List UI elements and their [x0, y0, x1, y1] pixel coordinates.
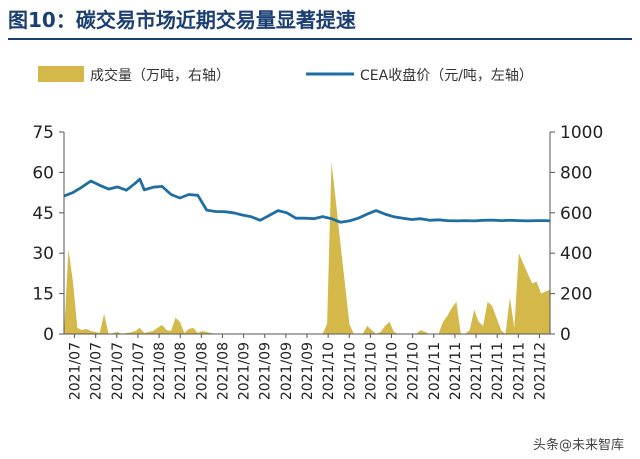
x-tick-label: 2021/07 — [131, 342, 147, 400]
x-tick-label: 2021/11 — [448, 342, 464, 400]
x-tick-label: 2021/08 — [152, 342, 168, 400]
x-tick-label: 2021/10 — [406, 342, 422, 400]
x-tick-label: 2021/08 — [194, 342, 210, 400]
x-tick-label: 2021/08 — [215, 342, 231, 400]
left-tick-label: 30 — [32, 244, 54, 264]
right-tick-label: 1000 — [560, 123, 603, 143]
right-tick-label: 400 — [560, 244, 592, 264]
x-tick-label: 2021/08 — [173, 342, 189, 400]
x-tick-label: 2021/12 — [532, 342, 548, 400]
x-tick-label: 2021/10 — [363, 342, 379, 400]
x-tick-label: 2021/07 — [89, 342, 105, 400]
x-tick-label: 2021/10 — [321, 342, 337, 400]
x-tick-label: 2021/11 — [427, 342, 443, 400]
legend-label-volume: 成交量（万吨，右轴） — [90, 67, 230, 84]
x-tick-label: 2021/07 — [110, 342, 126, 400]
title-underline — [8, 38, 632, 40]
watermark-text: 头条@未来智库 — [532, 438, 624, 453]
right-tick-label: 200 — [560, 285, 592, 305]
left-tick-label: 15 — [32, 285, 54, 305]
right-tick-label: 600 — [560, 204, 592, 224]
x-tick-label: 2021/09 — [237, 342, 253, 400]
x-tick-label: 2021/11 — [469, 342, 485, 400]
x-tick-label: 2021/07 — [68, 342, 84, 400]
left-tick-label: 45 — [32, 204, 54, 224]
chart-title: 图10：碳交易市场近期交易量显著提速 — [8, 8, 356, 32]
x-tick-label: 2021/11 — [511, 342, 527, 400]
left-tick-label: 0 — [43, 325, 54, 345]
right-tick-label: 800 — [560, 163, 592, 183]
x-tick-label: 2021/11 — [490, 342, 506, 400]
legend-label-price: CEA收盘价（元/吨，左轴） — [360, 67, 533, 84]
x-tick-label: 2021/09 — [279, 342, 295, 400]
volume-area — [64, 162, 550, 334]
legend-swatch-volume — [38, 66, 84, 82]
x-tick-label: 2021/10 — [342, 342, 358, 400]
left-tick-label: 75 — [32, 123, 54, 143]
price-line — [63, 177, 551, 224]
x-tick-label: 2021/09 — [300, 342, 316, 400]
right-tick-label: 0 — [560, 325, 571, 345]
left-tick-label: 60 — [32, 163, 54, 183]
x-tick-label: 2021/10 — [385, 342, 401, 400]
x-tick-label: 2021/09 — [258, 342, 274, 400]
